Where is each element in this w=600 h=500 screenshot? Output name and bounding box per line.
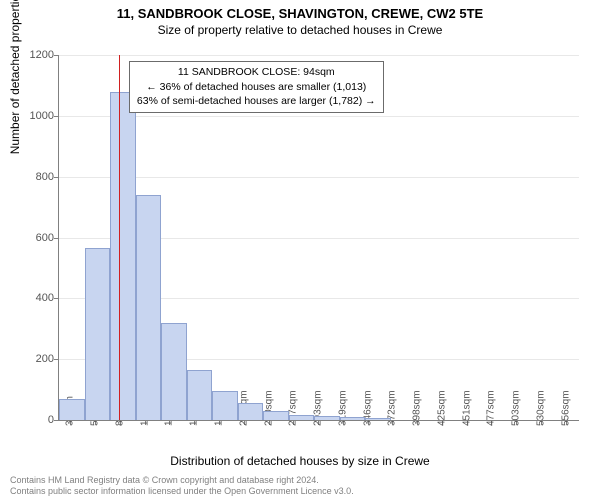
footer-line-1: Contains HM Land Registry data © Crown c…	[10, 475, 354, 486]
x-axis-label: Distribution of detached houses by size …	[0, 454, 600, 468]
histogram-bar	[136, 195, 162, 420]
histogram-bar	[238, 403, 264, 420]
y-tick-label: 600	[14, 232, 54, 244]
info-line-3: 63% of semi-detached houses are larger (…	[137, 94, 376, 109]
footer-line-2: Contains public sector information licen…	[10, 486, 354, 497]
y-tick-label: 400	[14, 292, 54, 304]
y-tick-label: 200	[14, 353, 54, 365]
histogram-bar	[110, 92, 136, 421]
property-marker-line	[119, 55, 121, 420]
histogram-bar	[314, 416, 340, 420]
footer-attribution: Contains HM Land Registry data © Crown c…	[10, 475, 354, 497]
y-tick-label: 800	[14, 171, 54, 183]
y-tick-label: 0	[14, 414, 54, 426]
property-info-box: 11 SANDBROOK CLOSE: 94sqm ← 36% of detac…	[129, 61, 384, 113]
histogram-bar	[59, 399, 85, 420]
histogram-bar	[340, 417, 366, 420]
histogram-bar	[212, 391, 238, 420]
histogram-bar	[289, 415, 315, 420]
histogram-bar	[187, 370, 213, 420]
histogram-bar	[161, 323, 187, 420]
histogram-bar	[85, 248, 111, 420]
histogram-bar	[365, 418, 391, 420]
chart-plot-area: 11 SANDBROOK CLOSE: 94sqm ← 36% of detac…	[58, 55, 579, 421]
chart-subtitle: Size of property relative to detached ho…	[0, 21, 600, 37]
chart-title: 11, SANDBROOK CLOSE, SHAVINGTON, CREWE, …	[0, 0, 600, 21]
histogram-bar	[263, 411, 289, 420]
y-axis-label: Number of detached properties	[8, 0, 22, 154]
info-line-2: ← 36% of detached houses are smaller (1,…	[137, 80, 376, 95]
info-line-1: 11 SANDBROOK CLOSE: 94sqm	[137, 65, 376, 80]
